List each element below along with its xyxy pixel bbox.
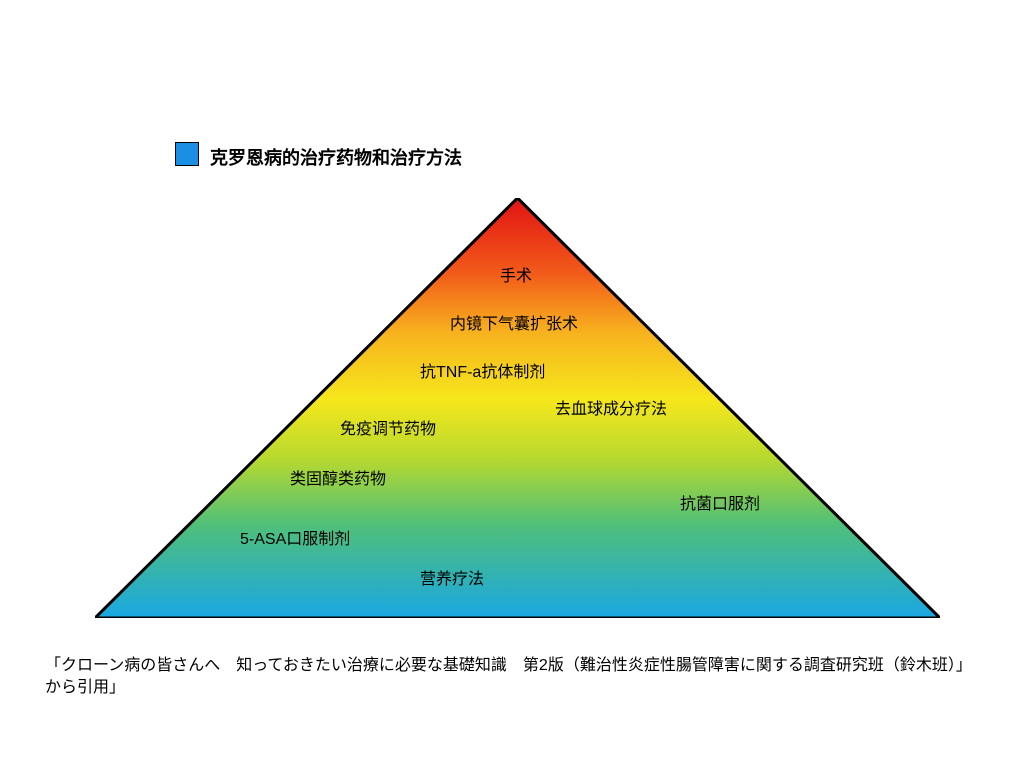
pyramid-label-7: 5-ASA口服制剂 xyxy=(240,525,350,549)
pyramid-labels-layer: 手术内镜下气囊扩张术抗TNF-a抗体制剂去血球成分疗法免疫调节药物类固醇类药物抗… xyxy=(0,0,1024,768)
pyramid-label-3: 去血球成分疗法 xyxy=(555,395,667,419)
citation-text: 「クローン病の皆さんへ 知っておきたい治療に必要な基礎知識 第2版（難治性炎症性… xyxy=(45,655,985,700)
pyramid-label-6: 抗菌口服剂 xyxy=(680,490,760,514)
pyramid-label-0: 手术 xyxy=(500,262,532,286)
pyramid-label-2: 抗TNF-a抗体制剂 xyxy=(420,358,545,382)
diagram-stage: 克罗恩病的治疗药物和治疗方法 手术内镜下气囊扩张术抗TNF-a抗体制剂去血球成分… xyxy=(0,0,1024,768)
pyramid-label-1: 内镜下气囊扩张术 xyxy=(450,310,578,334)
pyramid-label-8: 营养疗法 xyxy=(420,565,484,589)
pyramid-label-5: 类固醇类药物 xyxy=(290,465,386,489)
pyramid-label-4: 免疫调节药物 xyxy=(340,415,436,439)
